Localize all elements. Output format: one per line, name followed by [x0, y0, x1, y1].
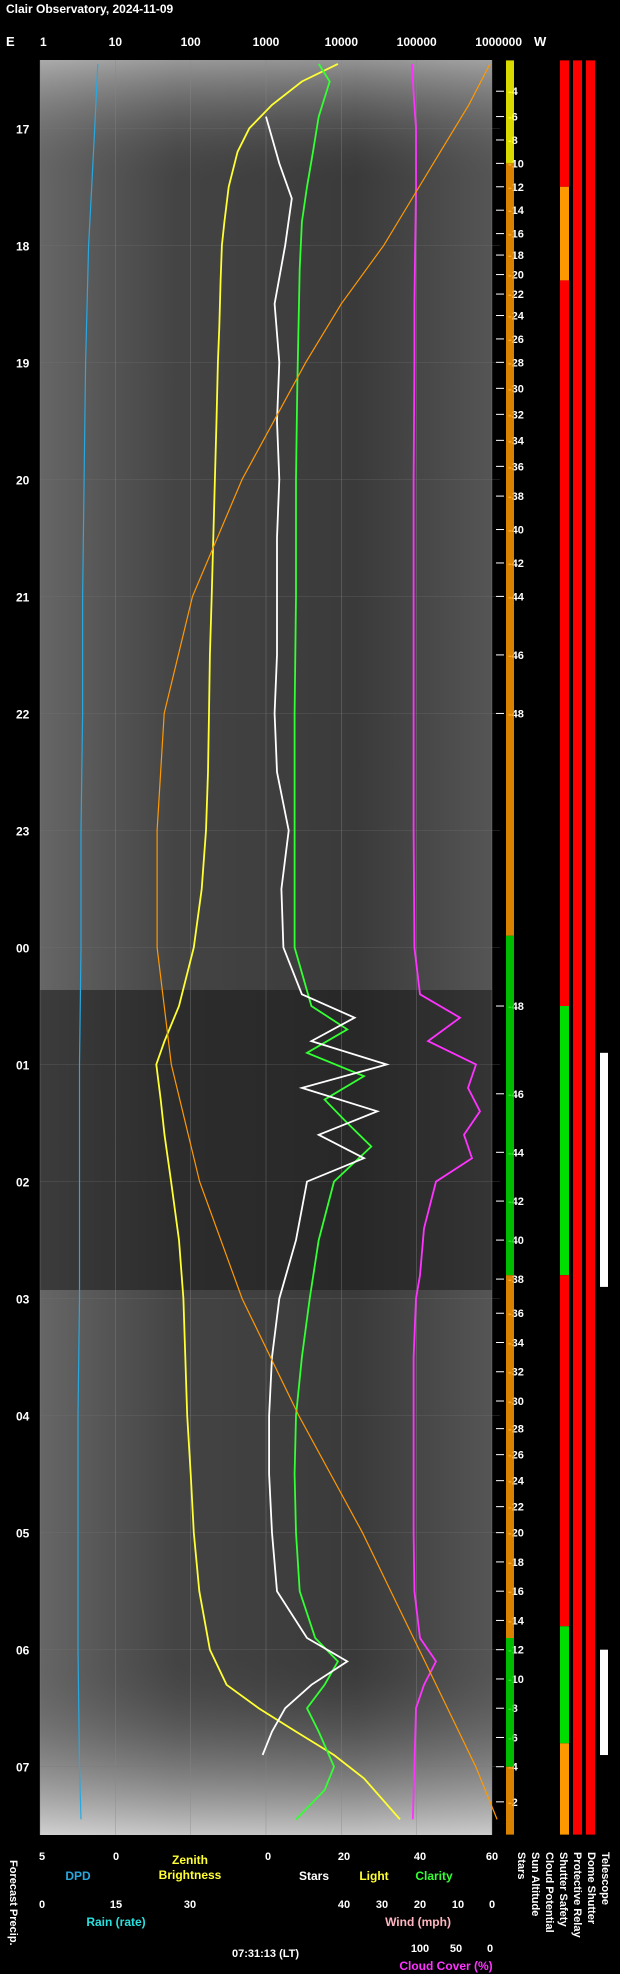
dpd-tick-label: 0	[113, 1851, 119, 1863]
status-column-label: Shutter Safety	[557, 1852, 569, 1927]
top-axis-tick-label: 1000000	[475, 35, 522, 49]
time-tick-label: 00	[16, 942, 30, 956]
status-segment	[560, 60, 569, 187]
light-tick-label: 20	[338, 1851, 350, 1863]
wind-tick-label: 30	[376, 1899, 388, 1911]
sun-altitude-line	[156, 63, 498, 1820]
west-label: W	[534, 34, 547, 49]
time-tick-label: 04	[16, 1410, 30, 1424]
time-tick-label: 19	[16, 356, 30, 370]
status-segment	[560, 1743, 569, 1835]
rain-tick-label: 30	[184, 1899, 196, 1911]
status-segment	[560, 1275, 569, 1627]
cloud-cover-axis-label: Cloud Cover (%)	[399, 1959, 492, 1973]
status-column-label: Protective Relay	[571, 1852, 583, 1938]
time-tick-label: 17	[16, 122, 30, 136]
zenith-brightness-line	[155, 63, 401, 1820]
dpd-axis-label: DPD	[65, 1869, 91, 1883]
top-axis-tick-label: 100000	[397, 35, 437, 49]
sun-altitude-status-segment	[506, 1766, 514, 1835]
cloud-cover-tick-label: 100	[411, 1943, 429, 1955]
time-tick-label: 21	[16, 590, 30, 604]
status-segment	[573, 60, 582, 1835]
time-tick-label: 06	[16, 1644, 30, 1658]
stars-axis-label: Stars	[299, 1869, 329, 1883]
time-tick-label: 02	[16, 1176, 30, 1190]
status-column-label: Stars	[515, 1852, 527, 1880]
telescope-status-segment	[600, 1649, 608, 1756]
top-axis-tick-label: 10000	[325, 35, 359, 49]
status-column-label: Sun Altitude	[529, 1852, 541, 1916]
time-tick-label: 01	[16, 1059, 30, 1073]
top-axis-tick-label: 1	[40, 35, 47, 49]
chart-title: Clair Observatory, 2024-11-09	[6, 2, 174, 16]
zenith-brightness-label: Brightness	[159, 1868, 222, 1882]
sun-altitude-status-segment	[506, 60, 514, 164]
cloud-cover-tick-label: 0	[487, 1943, 493, 1955]
clarity-axis-label: Clarity	[415, 1869, 453, 1883]
stars-tick-label: 0	[265, 1851, 271, 1863]
time-tick-label: 05	[16, 1527, 30, 1541]
clarity-tick-label: 40	[414, 1851, 426, 1863]
wind-tick-label: 0	[489, 1899, 495, 1911]
status-segment	[586, 60, 595, 1835]
status-column-label: Cloud Potential	[543, 1852, 555, 1933]
status-column-label: Dome Shutter	[585, 1852, 597, 1925]
cloud-cover-line	[411, 63, 482, 1820]
sun-altitude-status-segment	[506, 935, 514, 1276]
sun-altitude-status-segment	[506, 1275, 514, 1638]
top-axis-tick-label: 10	[109, 35, 123, 49]
clarity-tick-label: 60	[486, 1851, 498, 1863]
east-label: E	[6, 34, 15, 49]
clarity-line	[293, 63, 373, 1821]
timestamp-label: 07:31:13 (LT)	[232, 1948, 299, 1960]
top-axis-tick-label: 1000	[253, 35, 280, 49]
status-segment	[560, 186, 569, 281]
status-segment	[560, 1626, 569, 1744]
time-tick-label: 03	[16, 1293, 30, 1307]
time-tick-label: 18	[16, 239, 30, 253]
dpd-tick-label: 5	[39, 1851, 45, 1863]
rain-axis-label: Rain (rate)	[86, 1915, 145, 1929]
zenith-brightness-label: Zenith	[172, 1853, 208, 1867]
dpd-line	[77, 63, 99, 1820]
top-axis-tick-label: 100	[181, 35, 201, 49]
stars-line	[261, 116, 390, 1756]
status-column-label: Telescope	[599, 1852, 611, 1905]
status-segment	[560, 1006, 569, 1276]
telescope-status-segment	[600, 1052, 608, 1287]
wind-tick-label: 40	[338, 1899, 350, 1911]
time-tick-label: 22	[16, 707, 30, 721]
sun-altitude-status-segment	[506, 1637, 514, 1767]
cloud-cover-tick-label: 50	[450, 1943, 462, 1955]
rain-tick-label: 15	[110, 1899, 122, 1911]
rain-tick-label: 0	[39, 1899, 45, 1911]
wind-tick-label: 10	[452, 1899, 464, 1911]
forecast-precip-label: Forecast Precip.	[7, 1860, 19, 1946]
wind-axis-label: Wind (mph)	[385, 1915, 451, 1929]
time-tick-label: 20	[16, 473, 30, 487]
wind-tick-label: 20	[414, 1899, 426, 1911]
status-segment	[560, 280, 569, 1007]
light-axis-label: Light	[359, 1869, 388, 1883]
time-tick-label: 23	[16, 824, 30, 838]
time-tick-label: 07	[16, 1761, 30, 1775]
sun-altitude-status-segment	[506, 163, 514, 936]
